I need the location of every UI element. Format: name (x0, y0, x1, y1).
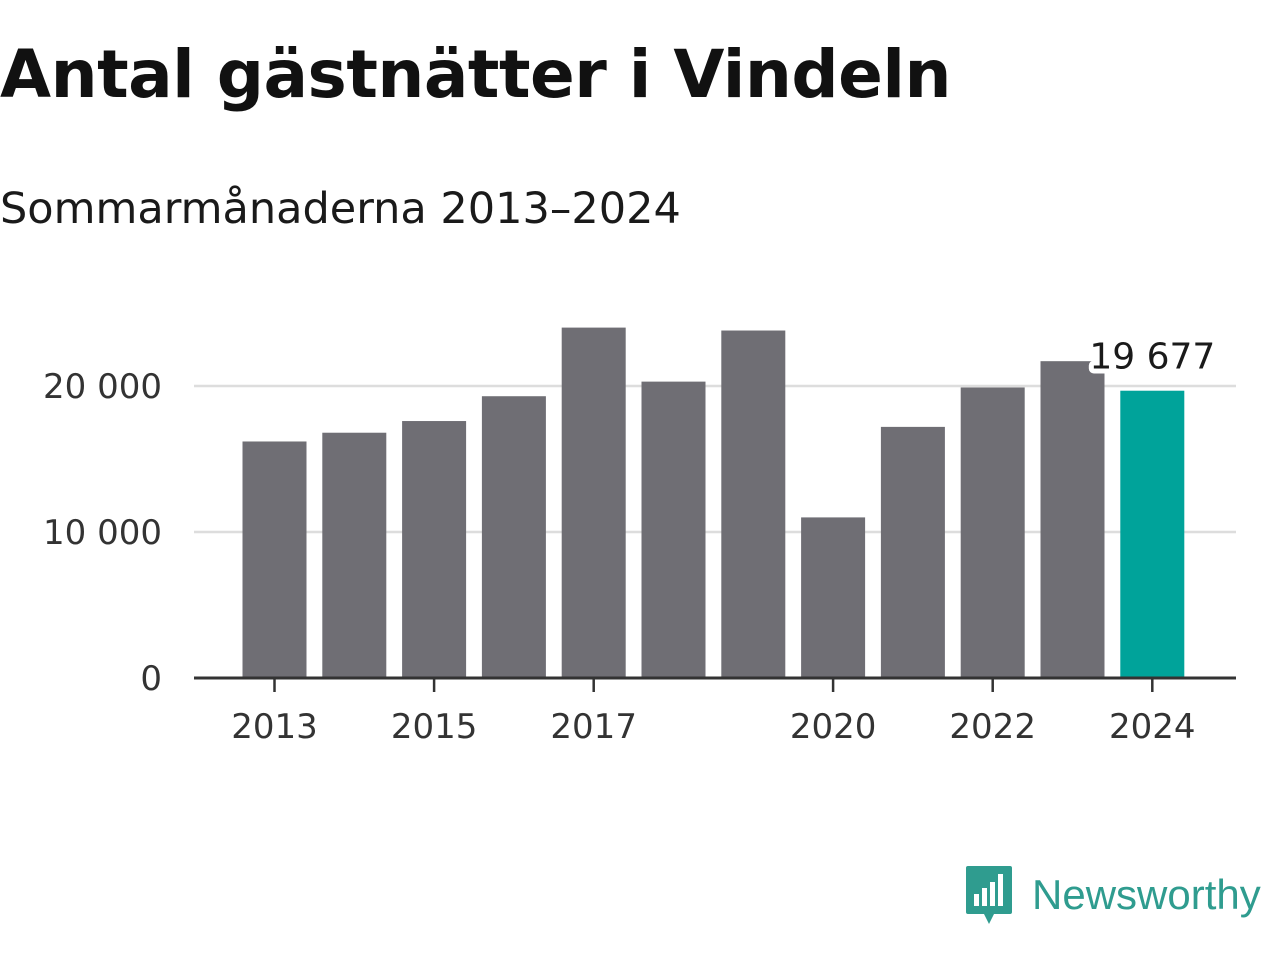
bar-2013 (242, 441, 307, 678)
y-tick-label: 10 000 (43, 513, 162, 553)
brand-footer: Newsworthy (964, 864, 1261, 926)
data-label-halo: 19 677 (1089, 337, 1215, 378)
bar-2019 (721, 330, 786, 678)
chart-title: Antal gästnätter i Vindeln (0, 36, 952, 113)
y-axis-labels: 0 10 000 20 000 (43, 367, 162, 699)
bar-2016 (481, 396, 546, 678)
chart-subtitle: Sommarmånaderna 2013–2024 (0, 184, 681, 234)
newsworthy-chart-icon (966, 866, 1012, 924)
bar-2022 (960, 387, 1025, 678)
bar-2018 (641, 381, 706, 678)
bar-2015 (402, 421, 467, 678)
x-tick-label: 2017 (550, 707, 637, 747)
bar-2020 (801, 517, 866, 678)
x-axis: 2013 2015 2017 2020 2022 2024 (194, 676, 1236, 747)
bar-2023 (1040, 361, 1105, 678)
bars (242, 327, 1185, 678)
y-tick-label: 0 (140, 659, 162, 699)
bar-2024 (1120, 390, 1185, 678)
bar-2014 (322, 432, 387, 678)
x-tick-label: 2022 (949, 707, 1036, 747)
bar-2021 (880, 426, 945, 678)
bar-2017 (561, 327, 626, 678)
x-tick-label: 2015 (391, 707, 478, 747)
x-tick-label: 2020 (790, 707, 877, 747)
x-tick-label: 2013 (231, 707, 318, 747)
data-label: 19 677 (1089, 337, 1215, 378)
x-tick-label: 2024 (1109, 707, 1196, 747)
brand-name: Newsworthy (1032, 871, 1261, 918)
y-tick-label: 20 000 (43, 367, 162, 407)
